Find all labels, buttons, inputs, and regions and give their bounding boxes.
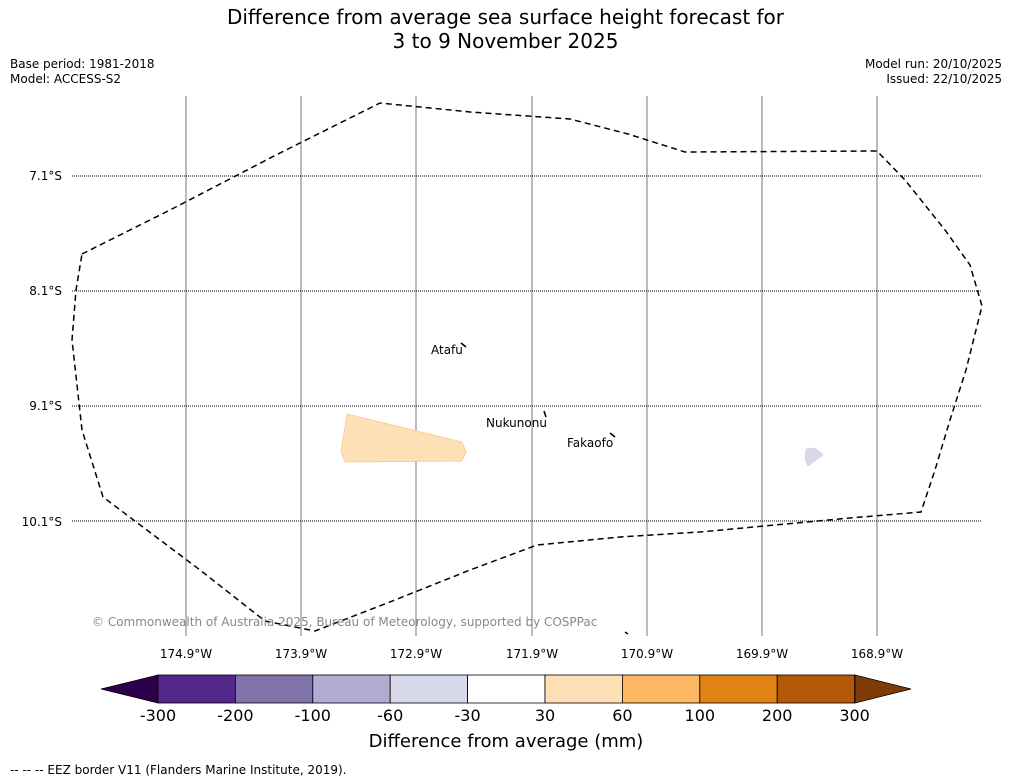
colorbar-left-extension xyxy=(100,674,159,704)
nukunonu-island-mark xyxy=(543,410,547,418)
colorbar-tick-label: -300 xyxy=(140,706,176,725)
colorbar-right-extension xyxy=(854,674,912,704)
base-period: Base period: 1981-2018 xyxy=(10,57,155,71)
colorbar-tick-label: -200 xyxy=(217,706,253,725)
colorbar-segment xyxy=(544,674,623,704)
fakaofo-island-mark xyxy=(609,432,616,438)
island-label-fakaofo: Fakaofo xyxy=(567,436,613,450)
positive-anomaly-patch xyxy=(340,413,467,463)
lon-label-168-9: 168.9°W xyxy=(851,647,903,661)
copyright-notice: © Commonwealth of Australia 2025, Bureau… xyxy=(92,615,597,629)
colorbar-segment xyxy=(776,674,856,704)
lon-label-170-9: 170.9°W xyxy=(621,647,673,661)
chart-title: Difference from average sea surface heig… xyxy=(0,5,1011,53)
colorbar-tick-label: -30 xyxy=(455,706,481,725)
colorbar-segment xyxy=(622,674,701,704)
colorbar-segments xyxy=(157,674,856,704)
colorbar-segment xyxy=(157,674,236,704)
meta-left: Base period: 1981-2018 Model: ACCESS-S2 xyxy=(10,57,155,87)
colorbar-tick-label: -100 xyxy=(295,706,331,725)
title-line-1: Difference from average sea surface heig… xyxy=(226,5,785,29)
lon-label-173-9: 173.9°W xyxy=(275,647,327,661)
colorbar-segment xyxy=(699,674,778,704)
swains-island-mark xyxy=(624,631,629,635)
meta-right: Model run: 20/10/2025 Issued: 22/10/2025 xyxy=(865,57,1002,87)
colorbar-tick-label: 30 xyxy=(535,706,555,725)
colorbar-ticks: -300 -200 -100 -60 -30 30 60 100 200 300 xyxy=(140,706,870,725)
lat-label-8-1: 8.1°S xyxy=(29,284,62,298)
colorbar-segment xyxy=(312,674,391,704)
issued-date: Issued: 22/10/2025 xyxy=(886,72,1002,86)
lon-label-174-9: 174.9°W xyxy=(160,647,212,661)
negative-anomaly-patch xyxy=(804,447,824,467)
colorbar-segment xyxy=(467,674,546,704)
model-run: Model run: 20/10/2025 xyxy=(864,57,1002,71)
colorbar-tick-label: -60 xyxy=(377,706,403,725)
colorbar-tick-label: 300 xyxy=(839,706,870,725)
lon-label-169-9: 169.9°W xyxy=(736,647,788,661)
island-label-atafu: Atafu xyxy=(431,343,463,357)
model-name: Model: ACCESS-S2 xyxy=(10,72,122,86)
lon-label-172-9: 172.9°W xyxy=(390,647,442,661)
atafu-island-mark xyxy=(460,342,467,348)
latitude-gridlines xyxy=(72,175,982,522)
title-line-2: 3 to 9 November 2025 xyxy=(392,29,619,53)
eez-border xyxy=(71,102,983,632)
colorbar-tick-label: 200 xyxy=(762,706,793,725)
island-label-nukunonu: Nukunonu xyxy=(486,416,547,430)
colorbar: -300 -200 -100 -60 -30 30 60 100 200 300 Differen… xyxy=(100,674,912,752)
eez-footnote: -- -- -- EEZ border V11 (Flanders Marine… xyxy=(10,763,347,777)
colorbar-segment xyxy=(389,674,469,704)
lon-label-171-9: 171.9°W xyxy=(506,647,558,661)
longitude-gridlines xyxy=(185,96,878,636)
colorbar-tick-label: 60 xyxy=(612,706,632,725)
lat-label-7-1: 7.1°S xyxy=(29,169,62,183)
colorbar-title: Difference from average (mm) xyxy=(369,731,644,752)
lat-label-10-1: 10.1°S xyxy=(22,515,62,529)
colorbar-segment xyxy=(234,674,314,704)
colorbar-tick-label: 100 xyxy=(685,706,716,725)
lat-label-9-1: 9.1°S xyxy=(29,399,62,413)
